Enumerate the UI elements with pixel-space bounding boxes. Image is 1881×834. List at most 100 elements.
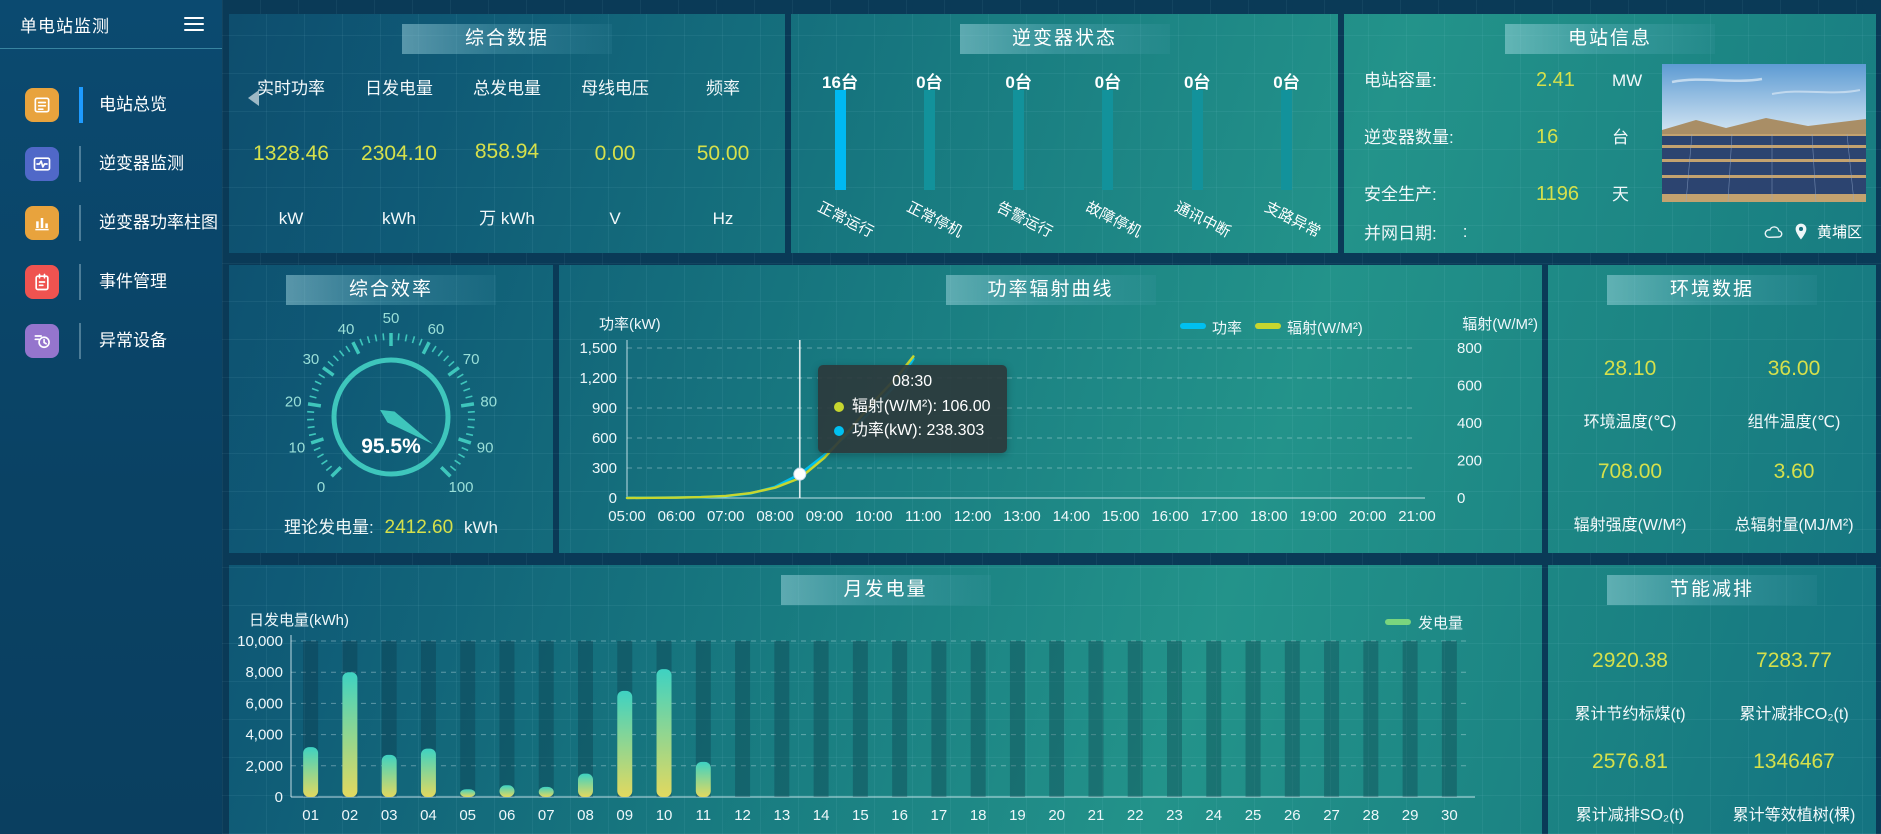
bar-background [695,641,711,797]
sidebar-item-inverter-power-bars[interactable]: 逆变器功率柱图 [0,193,222,252]
svg-text:300: 300 [592,460,617,477]
theoretical-energy: 理论发电量: 2412.60 kWh [284,517,498,538]
panel-title: 综合数据 [402,24,612,54]
energy-bar[interactable] [538,786,554,797]
metric-bus-voltage: 母线电压 0.00 V [581,79,649,228]
inverter-status-bar[interactable] [834,90,846,190]
svg-text:17: 17 [931,807,948,824]
tooltip-power-row: 功率(kW): 238.303 [833,419,991,443]
panel-efficiency: 综合效率 0 10 20 30 40 50 60 70 80 90 100 95.5% 理论发电量: … [229,265,553,553]
inverter-count-label: 0台 [1183,73,1211,92]
energy-bar[interactable] [303,747,319,797]
svg-text:0: 0 [609,490,617,507]
svg-text:900: 900 [592,400,617,417]
svg-text:6,000: 6,000 [245,695,283,712]
svg-text:13:00: 13:00 [1003,508,1041,525]
tooltip-radiation-row: 辐射(W/M²): 106.00 [833,395,991,419]
metric-frequency: 频率 50.00 Hz [696,79,750,228]
inverter-category-label: 正常运行 [814,198,877,242]
energy-bar[interactable] [381,754,397,797]
line-chart-legend[interactable]: 功率 辐射(W/M²) [1180,320,1363,337]
metric-value: 1328.46 [253,142,329,165]
sidebar-item-event-management[interactable]: 事件管理 [0,252,222,311]
svg-text:600: 600 [592,430,617,447]
energy-bar[interactable] [342,672,358,797]
energy-bar[interactable] [617,690,633,797]
metric-so2-reduced: 2576.81 累计减排SO₂(t) [1575,750,1685,824]
panel-inverter-status: 逆变器状态 16台 正常运行 0台 正常停机 0台 告警运行 0台 故障停机 0台 通讯中断 0台支… [791,14,1338,253]
energy-bar[interactable] [499,785,515,797]
inverter-monitor-icon [25,146,59,181]
svg-text:50: 50 [383,310,400,327]
panel-title: 电站信息 [1505,24,1715,54]
inverter-status-bar[interactable] [1191,90,1203,190]
energy-bar[interactable] [420,748,436,797]
metric-daily-energy: 日发电量 2304.10 kWh [361,79,437,228]
svg-text:0: 0 [317,479,325,496]
sidebar-header: 单电站监测 [0,0,222,49]
bar-background [1088,641,1104,797]
svg-text:14: 14 [813,807,830,824]
panel-environment: 环境数据 28.10 环境温度(℃) 36.00 组件温度(℃) 708.00 … [1548,265,1876,553]
bar-background [578,641,593,797]
metric-value: 50.00 [696,142,750,165]
event-icon [25,264,59,299]
svg-text:05: 05 [459,807,476,824]
sidebar-item-abnormal-devices[interactable]: 异常设备 [0,311,222,370]
inverter-status-bar[interactable] [923,90,935,190]
abnormal-device-icon [25,323,59,358]
svg-text:100: 100 [448,479,473,496]
metric-value: 2304.10 [361,142,437,165]
grid-date-value: : [1462,221,1468,241]
svg-text:60: 60 [428,321,445,338]
inverter-status-bar[interactable] [1013,90,1025,190]
energy-bar[interactable] [460,789,476,797]
svg-text:19:00: 19:00 [1299,508,1337,525]
sidebar-item-label: 逆变器监测 [79,145,184,182]
svg-text:10,000: 10,000 [237,633,283,650]
metric-trees-equivalent: 1346467 累计等效植树(棵) [1732,750,1856,824]
inverter-status-chart[interactable]: 16台 正常运行 0台 正常停机 0台 告警运行 0台 故障停机 0台 通讯中断 0台 支路异常 [791,14,1338,253]
metric-value: 0.00 [594,142,636,165]
sidebar-collapse-arrow[interactable] [248,90,259,106]
energy-bar[interactable] [656,669,672,797]
svg-text:0: 0 [275,789,283,806]
dashboard-content: 综合数据 实时功率 1328.46 kW 日发电量 2304.10 kWh 总发… [222,0,1881,834]
location-pin-icon[interactable] [1794,223,1808,240]
svg-text:功率: 功率 [1212,320,1242,337]
metric-value: 858.94 [474,139,540,163]
svg-text:20: 20 [285,394,302,411]
svg-text:功率(kW): 功率(kW) [599,316,661,333]
power-radiation-chart[interactable]: 0 300 600 900 1,200 1,500 0 200 400 600 800 05:00 06… [559,309,1542,552]
inverter-category-label: 告警运行 [993,198,1055,242]
svg-text:12: 12 [734,807,751,824]
energy-bar[interactable] [578,773,593,797]
safe-production-row: 安全生产: 1196 天 [1364,183,1629,205]
bar-background [774,641,790,797]
svg-text:29: 29 [1402,807,1419,824]
bar-chart-legend[interactable]: 发电量 [1385,615,1463,632]
panel-power-radiation: 功率辐射曲线 0 300 600 900 1,200 1,500 0 200 400 600 800… [559,265,1542,553]
sidebar-item-label: 事件管理 [79,263,167,300]
menu-toggle-icon[interactable] [184,17,204,31]
inverter-status-bar[interactable] [1281,90,1292,190]
bar-background [1402,641,1418,797]
bar-background [1245,641,1261,797]
inverter-status-bar[interactable] [1102,90,1114,190]
sidebar-item-inverter-monitor[interactable]: 逆变器监测 [0,134,222,193]
svg-text:30: 30 [303,351,320,368]
svg-text:15:00: 15:00 [1102,508,1140,525]
svg-text:18:00: 18:00 [1250,508,1288,525]
inverter-category-label: 通讯中断 [1172,198,1234,242]
summary-metrics: 实时功率 1328.46 kW 日发电量 2304.10 kWh 总发电量 85… [229,58,785,243]
metric-module-temp: 36.00 组件温度(℃) [1747,357,1841,431]
sidebar-item-station-overview[interactable]: 电站总览 [0,75,222,134]
svg-text:19: 19 [1009,807,1026,824]
panel-title: 综合效率 [286,275,496,305]
monthly-energy-chart[interactable]: 0 2,000 4,000 6,000 8,000 10,000 01 02 03 04 05 06 0… [229,609,1542,834]
efficiency-gauge-chart[interactable]: 0 10 20 30 40 50 60 70 80 90 100 95.5% [229,309,553,511]
svg-text:14:00: 14:00 [1053,508,1091,525]
energy-bar[interactable] [695,761,711,797]
inverter-count-label: 0台 [1273,73,1300,92]
inverter-count-row: 逆变器数量: 16 台 [1364,126,1629,148]
